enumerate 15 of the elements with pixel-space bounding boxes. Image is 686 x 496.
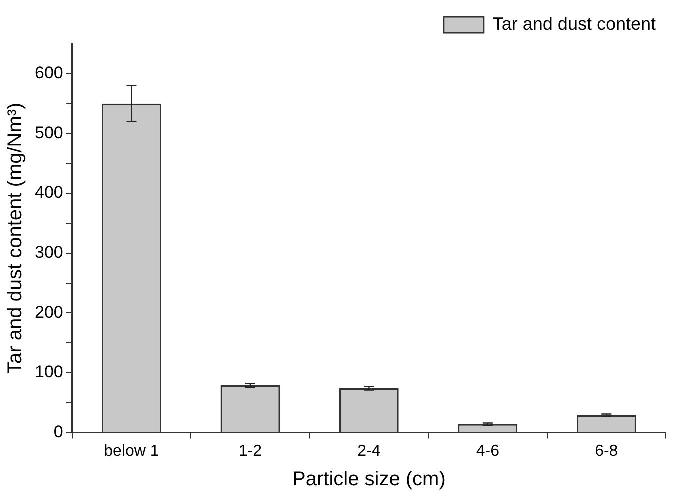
x-tick-label: 1-2 — [238, 442, 262, 460]
x-tick-label: below 1 — [104, 442, 160, 460]
y-tick-label: 300 — [34, 243, 64, 262]
x-tick-label: 2-4 — [358, 442, 381, 460]
y-tick-label: 0 — [54, 422, 64, 442]
y-tick-label: 400 — [34, 183, 64, 202]
y-tick-label: 200 — [34, 302, 64, 322]
x-axis-title: Particle size (cm) — [292, 468, 446, 491]
legend-label: Tar and dust content — [492, 14, 656, 34]
y-tick-label: 500 — [34, 123, 64, 142]
y-axis-title: Tar and dust content (mg/Nm³) — [4, 102, 27, 374]
x-tick-label: 6-8 — [595, 442, 618, 460]
x-tick-label: 4-6 — [476, 442, 500, 460]
y-tick-label: 600 — [34, 64, 64, 83]
y-tick-label: 100 — [34, 362, 64, 382]
